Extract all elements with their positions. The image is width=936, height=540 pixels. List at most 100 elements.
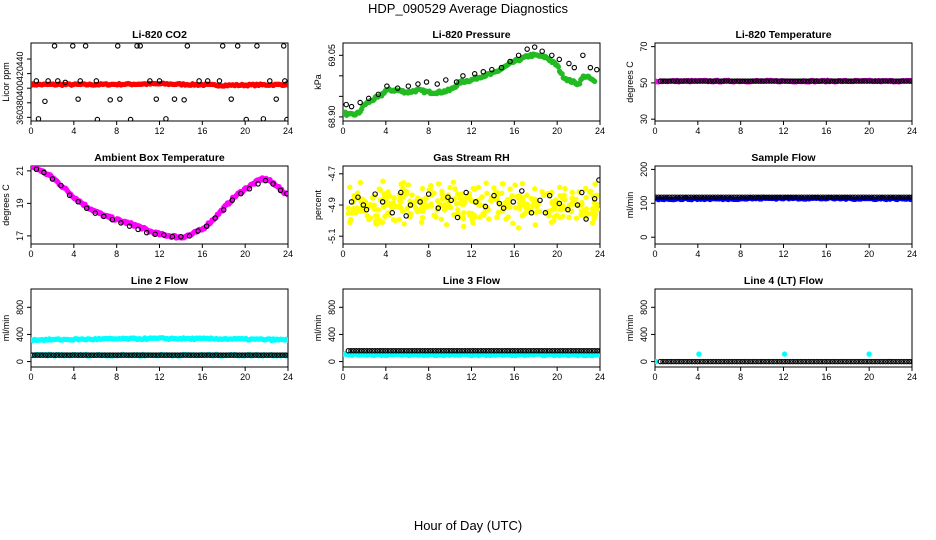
data-point-open <box>782 358 788 365</box>
x-tick-label: 12 <box>154 249 164 259</box>
data-point-open <box>440 347 447 354</box>
x-tick-label: 0 <box>340 126 345 136</box>
data-point-open <box>729 78 735 84</box>
data-point <box>401 179 407 186</box>
data-point-open <box>546 192 553 199</box>
data-point-open <box>832 78 838 84</box>
x-tick-label: 16 <box>197 372 207 382</box>
data-point-open <box>169 233 176 240</box>
data-point <box>524 192 530 198</box>
data-point-open <box>880 78 886 84</box>
data-point-open <box>507 347 513 354</box>
data-point-open <box>777 194 783 200</box>
data-point-open <box>118 220 124 226</box>
data-point-open <box>531 347 537 354</box>
data-point-open <box>835 358 841 365</box>
data-point-open <box>126 352 132 358</box>
data-point-open <box>844 194 851 200</box>
data-point-open <box>755 78 762 84</box>
data-point-open <box>92 210 99 216</box>
y-tick-label: 100 <box>639 196 649 211</box>
data-point-open <box>58 352 65 358</box>
x-tick-label: 4 <box>383 126 388 136</box>
data-point-open <box>742 78 748 84</box>
data-point-open <box>866 194 872 200</box>
data-point <box>548 219 555 225</box>
data-point-open <box>744 194 751 200</box>
data-point-open <box>734 358 740 365</box>
data-point-open <box>48 352 54 358</box>
data-point-open <box>364 347 370 354</box>
data-point-open <box>537 197 543 204</box>
data-point <box>400 208 406 214</box>
data-point-open <box>737 78 743 84</box>
data-point-open <box>583 216 589 222</box>
y-tick-label: -5.1 <box>327 228 337 244</box>
panel-8: Line 3 Flow ml/min 0 4 8 12 16 20 24 0 400 800 <box>313 275 605 382</box>
data-point-open <box>795 78 801 84</box>
data-point-open <box>677 194 684 200</box>
data-point <box>407 210 414 217</box>
x-tick-label: 8 <box>114 372 119 382</box>
x-tick-label: 0 <box>28 249 33 259</box>
data-point-open <box>723 194 729 200</box>
data-point-open <box>178 233 184 240</box>
data-point-open <box>747 358 754 365</box>
y-tick-label: 69.05 <box>327 44 337 67</box>
data-point-open <box>819 78 825 84</box>
x-tick-label: 24 <box>283 249 293 259</box>
data-point-open <box>699 194 705 200</box>
data-point-open <box>811 358 817 365</box>
data-point <box>424 203 430 210</box>
x-tick-label: 4 <box>383 372 388 382</box>
data-point-open <box>542 210 549 216</box>
data-point-open <box>475 347 481 354</box>
data-point-open <box>491 192 497 199</box>
data-point-open <box>531 44 538 50</box>
data-point-open <box>752 194 759 200</box>
y-axis-label: degrees C <box>625 61 635 103</box>
y-tick-label: 0 <box>15 359 25 364</box>
data-point-open <box>156 78 163 84</box>
data-point <box>512 182 518 188</box>
data-point-open <box>520 347 526 354</box>
data-point-open <box>688 194 694 200</box>
data-point-open <box>247 352 254 358</box>
data-point-open <box>752 78 759 84</box>
data-point <box>494 214 500 221</box>
data-point <box>545 191 552 198</box>
data-point <box>588 210 595 217</box>
y-axis-label: ml/min <box>625 315 635 342</box>
data-point-open <box>766 78 772 84</box>
data-point-open <box>115 352 122 358</box>
x-tick-label: 20 <box>552 249 562 259</box>
data-point-open <box>77 352 84 358</box>
data-point-open <box>864 78 870 84</box>
data-point-open <box>201 352 208 358</box>
data-point-open <box>423 79 430 85</box>
data-point-open <box>406 347 413 354</box>
data-point-open <box>766 358 772 365</box>
y-tick-label: 21 <box>15 166 25 176</box>
panel-6: Sample Flow ml/min 0 4 8 12 16 20 24 0 100 200 <box>625 152 917 259</box>
data-point-open <box>831 194 837 200</box>
data-point-open <box>797 358 804 365</box>
data-point <box>467 212 473 218</box>
data-point-open <box>656 194 662 200</box>
data-point <box>368 202 374 209</box>
data-point <box>345 210 352 216</box>
data-point-open <box>697 78 703 84</box>
data-point-open <box>348 199 355 205</box>
data-point-open <box>856 78 862 84</box>
data-point-open <box>684 78 690 84</box>
data-point-open <box>666 194 673 200</box>
data-point <box>510 220 516 227</box>
data-point-open <box>31 352 35 358</box>
data-point-open <box>723 78 730 84</box>
data-point-open <box>254 43 260 49</box>
y-axis-label: percent <box>313 189 323 220</box>
data-point-open <box>407 202 414 208</box>
data-point-open <box>696 194 702 200</box>
data-point-open <box>584 347 590 354</box>
data-point <box>285 337 288 343</box>
